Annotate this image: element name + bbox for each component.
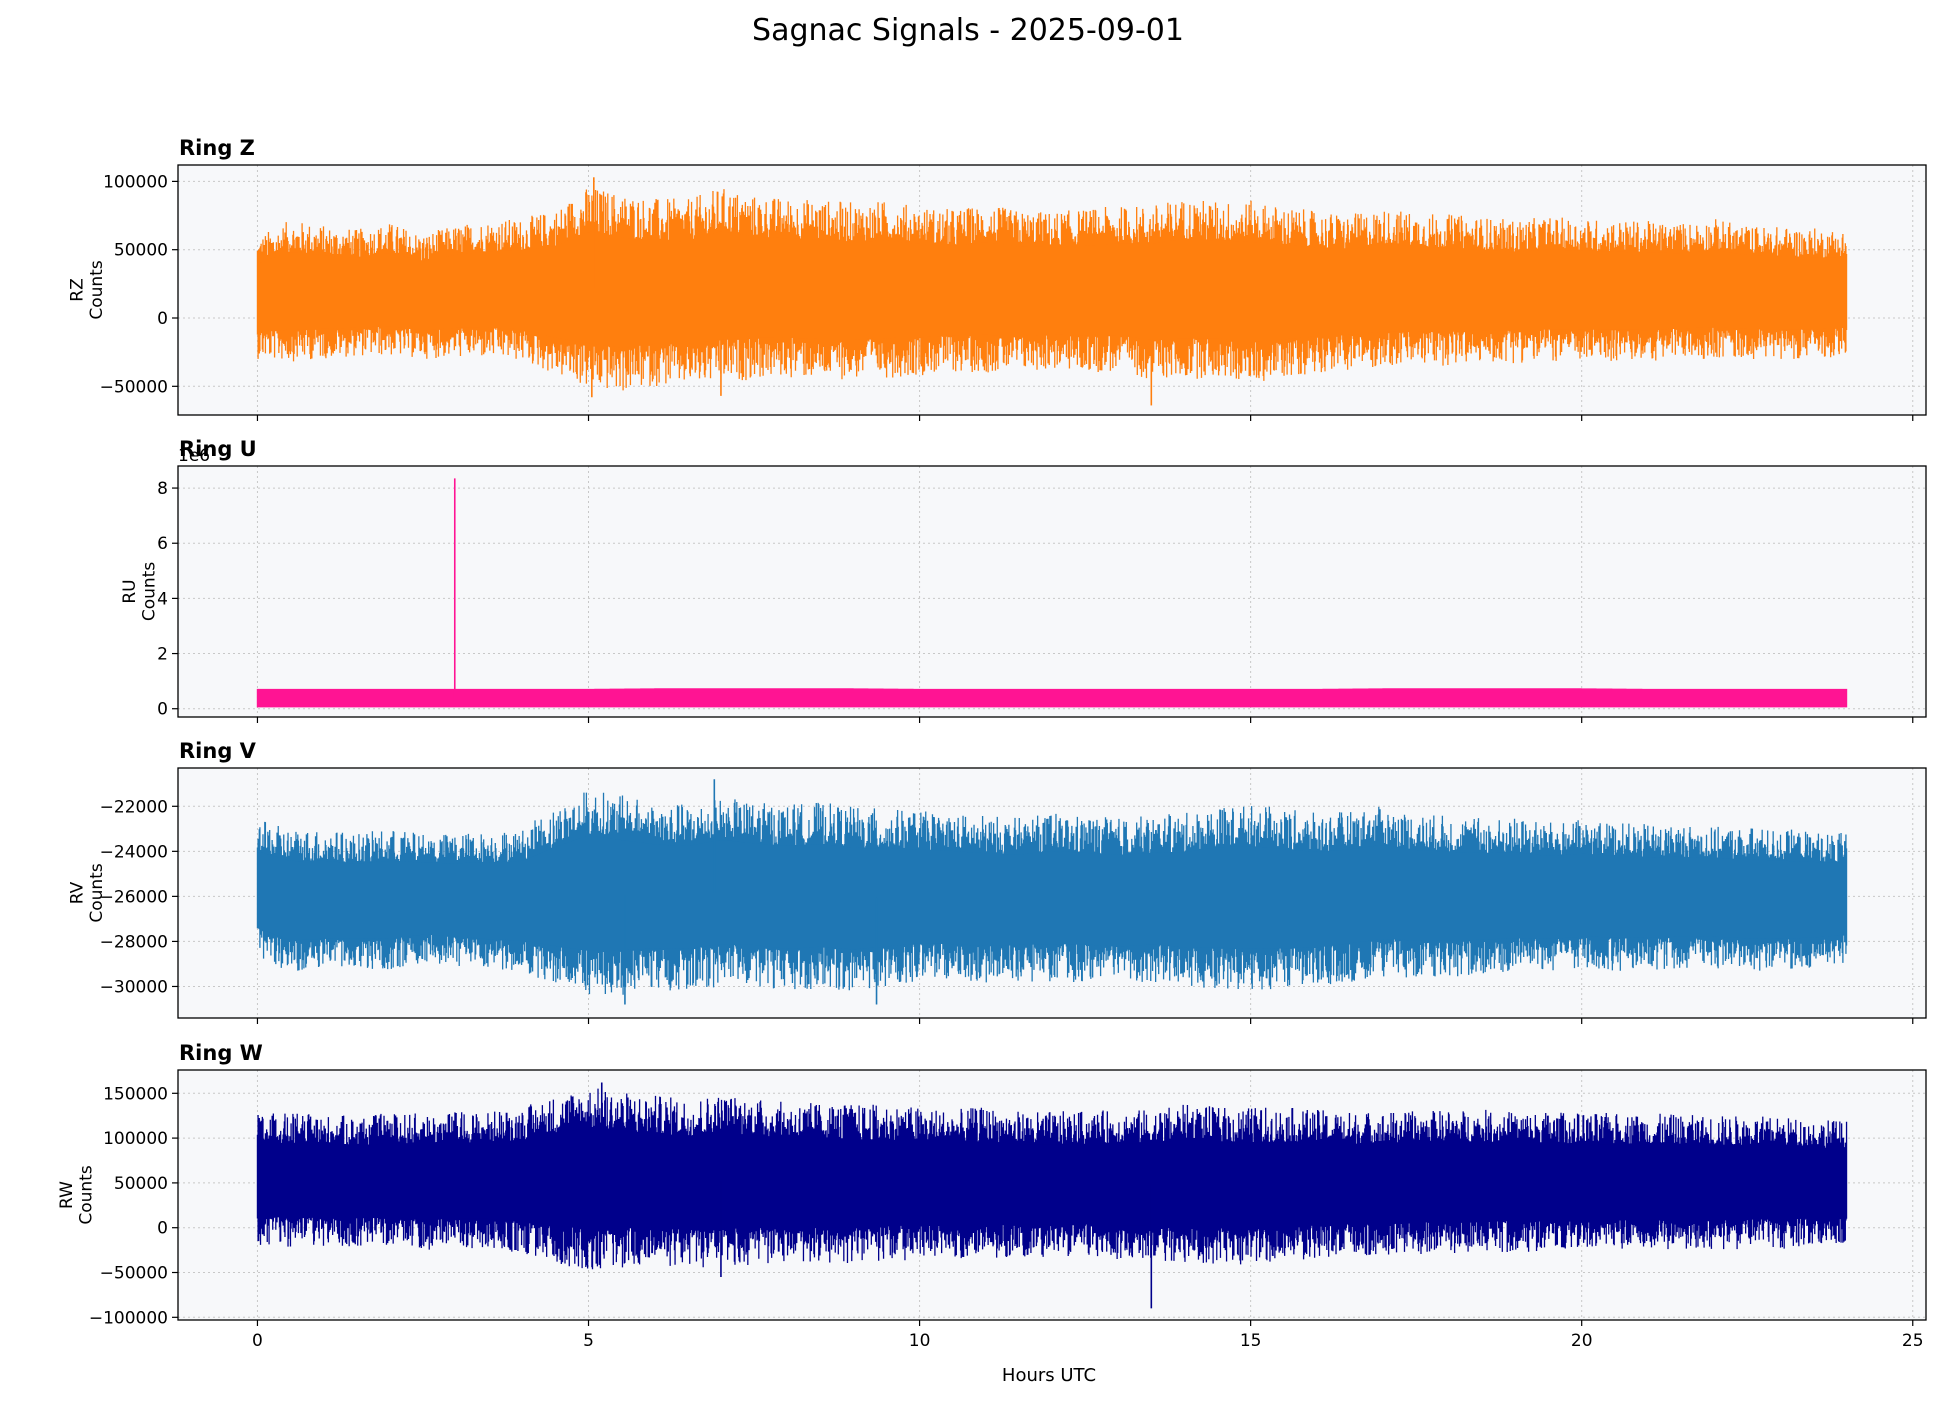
y-axis-label-line: Counts (140, 562, 160, 621)
y-axis-label-line: RU (120, 579, 140, 603)
x-tick-label: 25 (1902, 1331, 1924, 1351)
y-tick-label: 6 (157, 534, 168, 554)
panel-title: Ring V (179, 739, 257, 763)
panel-title: Ring W (179, 1041, 263, 1065)
y-axis-label: RVCounts (67, 863, 107, 922)
panel-ring-z: 100000 50000 0 −50000 Ring Z RZCounts (67, 136, 1927, 421)
y-tick-label: 2 (157, 645, 168, 665)
y-tick-label: −50000 (100, 377, 168, 397)
series-core (257, 835, 1847, 951)
plot-frame (177, 1069, 1927, 1321)
y-tick-label: 8 (157, 479, 168, 499)
y-axis-label-line: Counts (87, 863, 107, 922)
series-core (257, 692, 1847, 704)
x-tick-label: 10 (909, 1331, 931, 1351)
figure-title: Sagnac Signals - 2025-09-01 (752, 13, 1184, 48)
y-tick-label: 0 (157, 1219, 168, 1239)
y-tick-label: 100000 (103, 1129, 168, 1149)
x-axis-label: Hours UTC (1002, 1365, 1096, 1386)
series-rz (256, 177, 1848, 406)
series-core (257, 231, 1847, 348)
y-tick-label: 4 (157, 589, 168, 609)
y-tick-label: 150000 (103, 1084, 168, 1104)
x-tick-label: 5 (583, 1331, 594, 1351)
y-tick-label: −28000 (100, 932, 168, 952)
panel-title: Ring Z (179, 136, 255, 160)
y-tick-label: 0 (157, 700, 168, 720)
x-tick-label: 20 (1571, 1331, 1593, 1351)
plot-frame (177, 767, 1927, 1019)
y-tick-label: −30000 (100, 977, 168, 997)
y-tick-label: 50000 (114, 1174, 168, 1194)
y-tick-label: −22000 (100, 797, 168, 817)
y-tick-label: −50000 (100, 1264, 168, 1284)
series-rw (256, 1082, 1848, 1309)
series-rv (256, 779, 1848, 1005)
series-ru (256, 478, 1848, 708)
y-axis-label: RZCounts (67, 260, 107, 319)
y-tick-label: 50000 (114, 241, 168, 261)
series-core (257, 1127, 1847, 1230)
panel-ring-v: −22000 −24000 −26000 −28000 −30000 Ring V RVCo… (67, 739, 1927, 1024)
y-tick-label: 0 (157, 309, 168, 329)
y-axis-label-line: RV (67, 881, 87, 904)
x-tick-label: 0 (252, 1331, 263, 1351)
panel-ring-w: 0 5 10 15 20 25 150000 100000 50000 0 −50000 −10000… (57, 1041, 1927, 1351)
plot-background (178, 466, 1926, 717)
y-axis-label: RWCounts (57, 1165, 97, 1224)
y-axis-label: RUCounts (120, 562, 160, 621)
y-axis-label-line: Counts (87, 260, 107, 319)
y-tick-label: 100000 (103, 172, 168, 192)
x-tick-label: 15 (1240, 1331, 1262, 1351)
y-tick-label: −24000 (100, 842, 168, 862)
y-axis-label-line: Counts (77, 1165, 97, 1224)
y-axis-label-line: RW (57, 1181, 77, 1209)
y-offset-label: 1e6 (178, 446, 210, 466)
plot-frame (177, 164, 1927, 416)
y-axis-label-line: RZ (67, 278, 87, 301)
panel-title: Ring U (179, 437, 257, 461)
plot-frame (177, 465, 1927, 718)
y-tick-label: −26000 (100, 887, 168, 907)
y-tick-label: −100000 (89, 1308, 168, 1328)
